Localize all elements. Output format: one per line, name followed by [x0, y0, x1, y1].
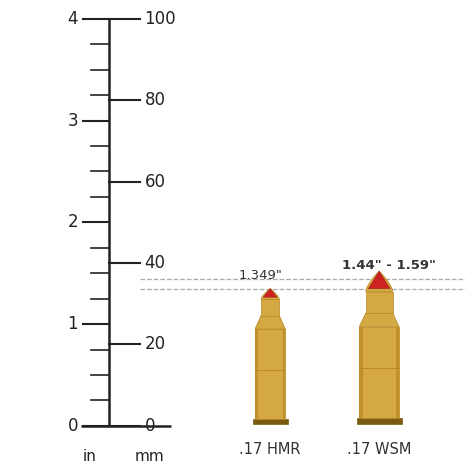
- Text: 0: 0: [68, 417, 78, 435]
- Polygon shape: [261, 289, 279, 300]
- Polygon shape: [359, 327, 399, 418]
- Bar: [255, 329, 258, 419]
- Text: 40: 40: [145, 254, 165, 272]
- Polygon shape: [365, 292, 393, 313]
- Text: 80: 80: [145, 91, 165, 109]
- Bar: [359, 327, 363, 418]
- Text: 1.349": 1.349": [239, 269, 283, 282]
- Text: .17 WSM: .17 WSM: [347, 442, 411, 457]
- Polygon shape: [368, 271, 390, 289]
- Bar: [283, 329, 285, 419]
- Text: 0: 0: [145, 417, 155, 435]
- Polygon shape: [365, 271, 393, 292]
- Text: in: in: [83, 449, 97, 464]
- Text: 2: 2: [68, 213, 78, 231]
- Text: 3: 3: [68, 111, 78, 130]
- Text: 1.44" - 1.59": 1.44" - 1.59": [342, 259, 436, 272]
- Text: 1: 1: [68, 315, 78, 333]
- Polygon shape: [255, 315, 285, 329]
- Polygon shape: [261, 300, 279, 315]
- Text: 100: 100: [145, 10, 176, 28]
- Polygon shape: [255, 329, 285, 419]
- Text: 60: 60: [145, 173, 165, 190]
- Text: .17 HMR: .17 HMR: [239, 442, 301, 457]
- Polygon shape: [359, 313, 399, 327]
- Polygon shape: [357, 418, 401, 424]
- Text: 4: 4: [68, 10, 78, 28]
- Text: mm: mm: [135, 449, 164, 464]
- Polygon shape: [264, 289, 277, 297]
- Polygon shape: [253, 419, 288, 424]
- Text: 20: 20: [145, 336, 166, 353]
- Bar: [395, 327, 399, 418]
